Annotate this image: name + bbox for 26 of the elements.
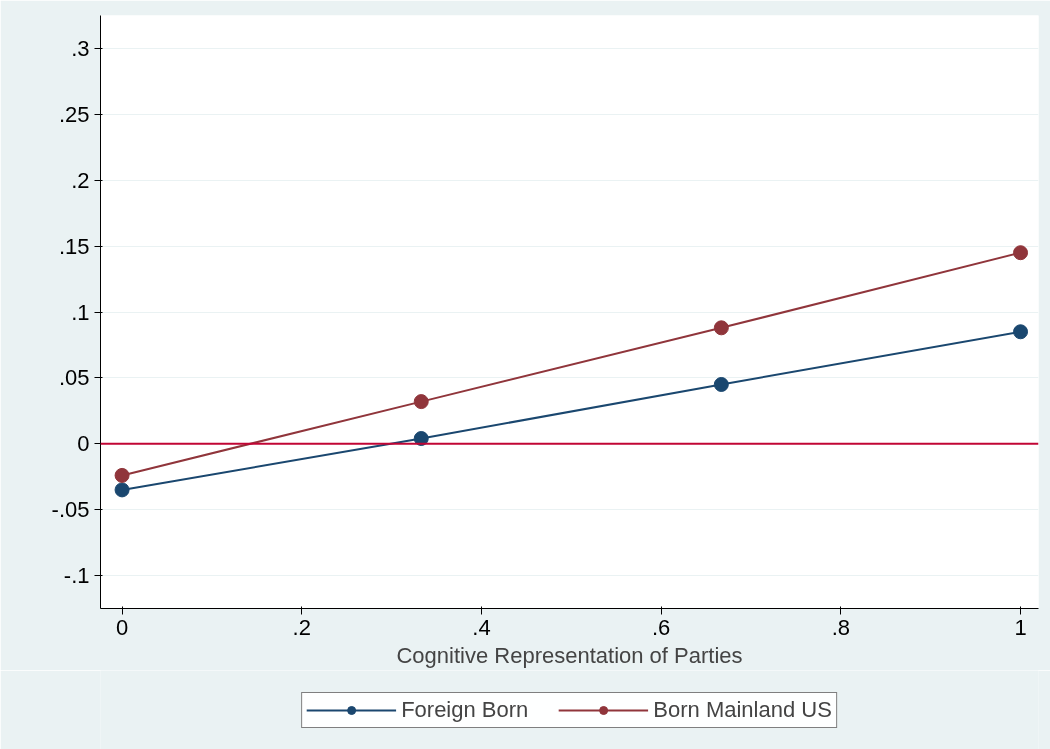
- x-tick-label: .8: [831, 614, 851, 640]
- point: [713, 376, 729, 392]
- point: [413, 431, 429, 446]
- x-tick-label: 0: [115, 614, 129, 640]
- y-tick-label: 0: [77, 431, 90, 457]
- y-tick-label: .3: [71, 35, 90, 61]
- point: [1013, 245, 1029, 261]
- y-tick-label: .05: [58, 365, 90, 391]
- y-tick-label: -.05: [51, 497, 90, 523]
- y-tick-label: .25: [58, 101, 90, 127]
- point: [413, 394, 429, 410]
- y-tick-label: -.1: [63, 563, 90, 589]
- y-tick-label: .15: [58, 233, 90, 259]
- x-tick-label: .4: [472, 614, 491, 640]
- x-tick-label: 1: [1014, 614, 1027, 640]
- x-tick-label: .2: [292, 614, 311, 640]
- point: [713, 320, 729, 336]
- x-tick-label: .6: [651, 614, 671, 640]
- y-tick-label: .1: [71, 299, 90, 325]
- x-axis-title: Cognitive Representation of Parties: [396, 642, 743, 668]
- y-tick-label: .2: [71, 167, 90, 193]
- point: [114, 482, 130, 498]
- legend-label: Born Mainland US: [653, 696, 832, 723]
- point: [1013, 324, 1029, 340]
- point: [114, 467, 130, 483]
- legend-label: Foreign Born: [401, 696, 529, 723]
